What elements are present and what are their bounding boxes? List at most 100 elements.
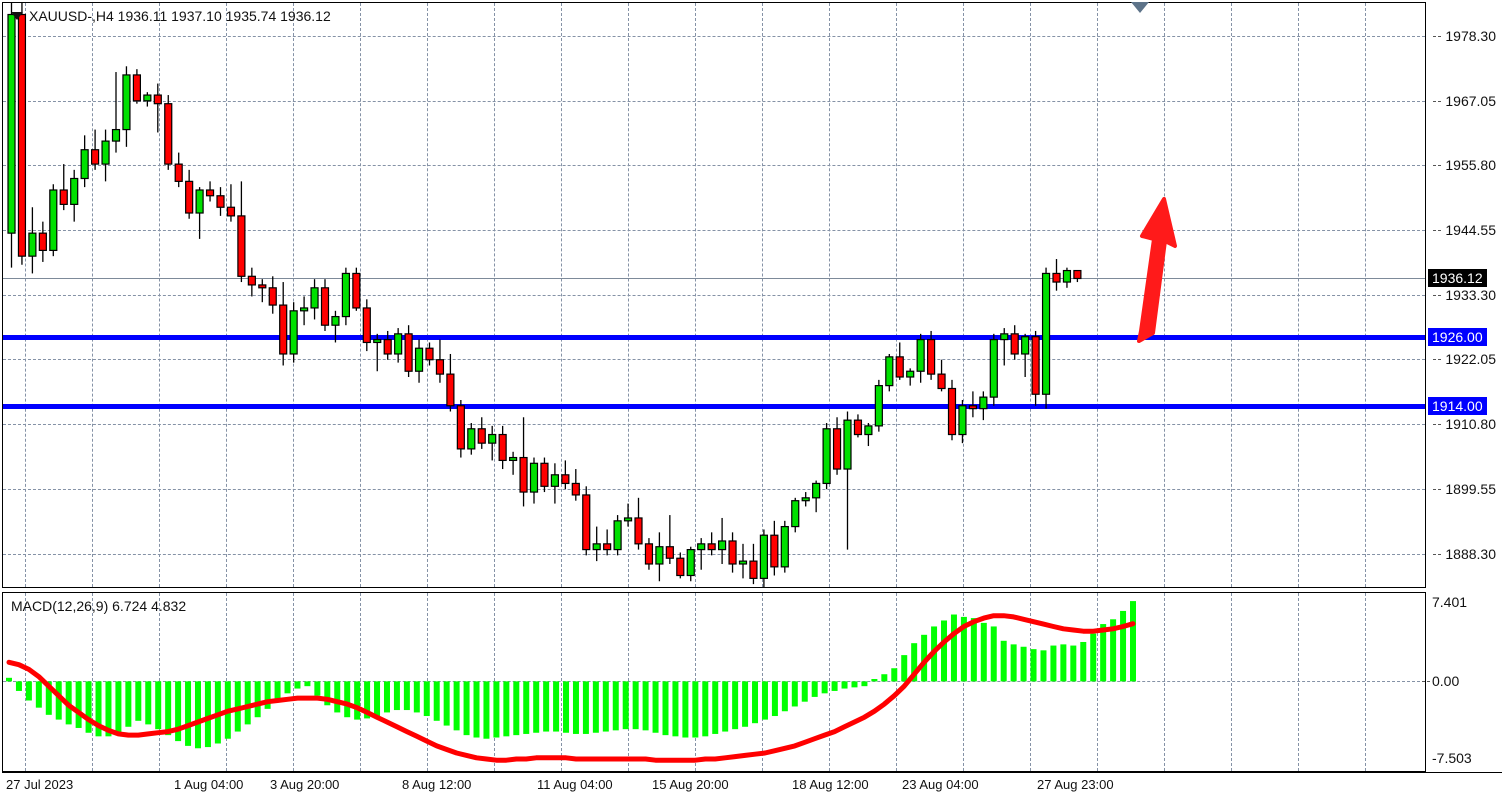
time-tick-label: 18 Aug 12:00 (792, 777, 869, 792)
time-tick-label: 27 Jul 2023 (6, 777, 74, 792)
macd-series (6, 601, 1136, 763)
macd-histogram-bar (861, 681, 868, 687)
macd-histogram-bar (553, 681, 560, 732)
candle (300, 296, 309, 326)
price-tick-label: 1910.80 (1433, 416, 1496, 432)
candle (268, 276, 277, 314)
macd-histogram-bar (155, 681, 162, 730)
macd-plot-area[interactable] (3, 593, 1425, 771)
candle (843, 411, 852, 550)
macd-histogram-bar (1120, 610, 1127, 682)
time-tick-label: 11 Aug 04:00 (537, 777, 613, 792)
price-chart-panel[interactable]: XAUUSD-,H4 1936.11 1937.10 1935.74 1936.… (2, 2, 1426, 588)
candle (143, 92, 152, 107)
candle (749, 543, 758, 585)
macd-indicator-panel[interactable]: MACD(12,26,9) 6.724 4.832 (2, 592, 1426, 772)
price-tick-label: 1922.05 (1433, 351, 1496, 367)
price-horizontal-gridline (3, 553, 1425, 555)
candle (122, 66, 131, 147)
macd-histogram-bar (652, 681, 659, 733)
candle (812, 480, 821, 513)
candle (279, 282, 288, 366)
candle (937, 359, 946, 392)
candle (519, 417, 528, 507)
triangle-down-icon[interactable] (11, 12, 23, 20)
candle (425, 342, 434, 366)
candlestick-series (7, 3, 1082, 587)
macd-histogram-bar (274, 681, 281, 701)
macd-histogram-bar (533, 681, 540, 733)
candle (132, 69, 141, 104)
macd-histogram-bar (702, 681, 709, 737)
macd-histogram-bar (413, 681, 420, 713)
macd-histogram-bar (811, 681, 818, 697)
macd-histogram-bar (493, 681, 500, 738)
macd-histogram-bar (1000, 640, 1007, 682)
price-scale[interactable]: 1978.30 1967.05 1955.80 1944.55 1933.30 1922.… (1426, 2, 1502, 588)
macd-histogram-bar (443, 681, 450, 726)
price-tick-label: 1978.30 (1433, 28, 1496, 44)
macd-histogram-bar (732, 681, 739, 730)
macd-histogram-bar (742, 681, 749, 727)
candle (195, 187, 204, 239)
macd-histogram-bar (194, 681, 201, 749)
macd-histogram-bar (204, 681, 211, 748)
candle (592, 526, 601, 562)
level-price-label[interactable]: 1914.00 (1428, 396, 1487, 415)
candle (435, 339, 445, 383)
candle (456, 400, 465, 458)
candle (613, 515, 622, 556)
candle (926, 330, 936, 380)
candle (185, 169, 194, 219)
macd-histogram-bar (980, 622, 987, 682)
candle (404, 325, 413, 377)
macd-histogram-bar (752, 681, 759, 724)
time-tick-label: 27 Aug 23:00 (1037, 777, 1114, 792)
arrow-shape (1137, 197, 1177, 343)
candle (59, 164, 68, 211)
candle (1021, 333, 1030, 377)
time-tick-label: 3 Aug 20:00 (270, 777, 340, 792)
macd-histogram-bar (682, 681, 689, 738)
price-horizontal-gridline (3, 35, 1425, 37)
current-price-label: 1936.12 (1428, 269, 1487, 288)
candle (383, 330, 392, 360)
price-tick-dash (1433, 35, 1442, 37)
candle (373, 333, 382, 372)
macd-histogram-bar (901, 655, 908, 682)
macd-histogram-bar (841, 681, 848, 689)
macd-tick-label: 0.00 (1422, 673, 1459, 689)
macd-histogram-bar (463, 681, 470, 736)
price-tick-label: 1933.30 (1433, 287, 1496, 303)
macd-scale[interactable]: 7.401 0.00 -7.503 (1422, 592, 1502, 772)
macd-histogram-bar (473, 681, 480, 738)
macd-histogram-bar (453, 681, 460, 731)
candle (1062, 267, 1072, 288)
chart-object-marker-icon[interactable] (1131, 2, 1149, 13)
candle (247, 267, 256, 297)
macd-histogram-bar (771, 681, 778, 717)
candle (28, 207, 37, 274)
time-axis[interactable]: 27 Jul 2023 1 Aug 04:00 3 Aug 20:00 8 Aug 1… (2, 772, 1502, 801)
macd-histogram-bar (175, 681, 182, 742)
up-arrow-annotation[interactable] (3, 3, 1425, 587)
candle (644, 538, 654, 570)
candle (717, 517, 727, 564)
price-tick-dash (1433, 294, 1442, 296)
candle (258, 279, 267, 303)
macd-histogram-bar (185, 681, 192, 746)
time-tick-label: 1 Aug 04:00 (174, 777, 244, 792)
candle (571, 469, 580, 501)
candle (686, 546, 695, 582)
macd-histogram-bar (642, 681, 649, 731)
horizontal-level-line[interactable] (3, 403, 1425, 409)
candle (822, 423, 831, 490)
price-plot-area[interactable] (3, 3, 1425, 587)
candle (310, 279, 319, 320)
level-price-label[interactable]: 1926.00 (1428, 327, 1487, 346)
candle (759, 529, 769, 587)
horizontal-level-line[interactable] (3, 334, 1425, 340)
macd-histogram-bar (761, 681, 768, 720)
macd-histogram-bar (374, 681, 381, 717)
